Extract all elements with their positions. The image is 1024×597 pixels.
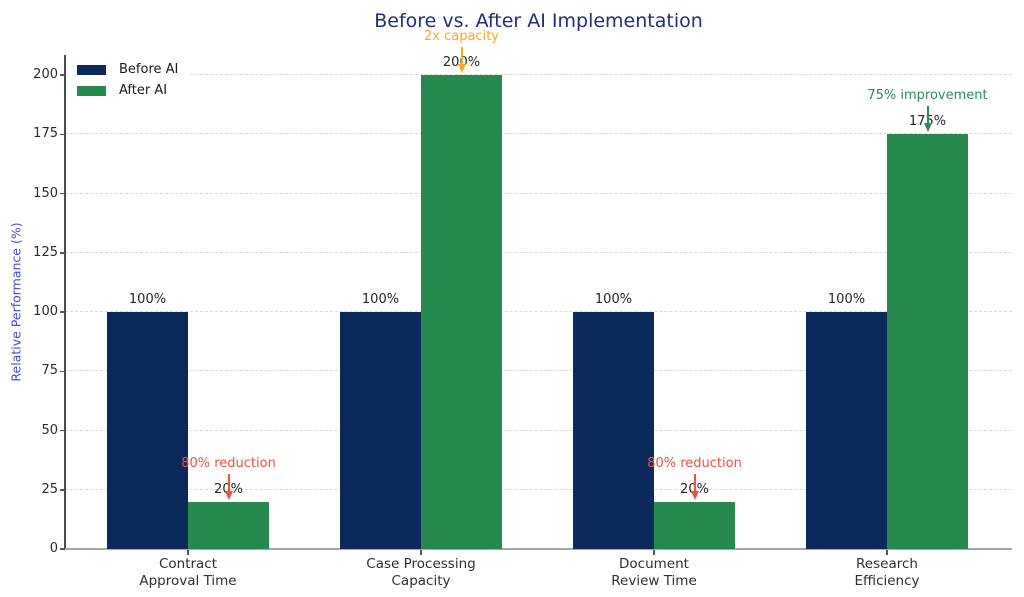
annotation-text: 2x capacity bbox=[424, 29, 499, 44]
arrow-down-icon bbox=[688, 473, 702, 500]
x-tick-mark bbox=[886, 550, 888, 555]
y-tick-mark bbox=[60, 133, 65, 135]
gridline bbox=[65, 488, 1012, 490]
y-axis-label: Relative Performance (%) bbox=[8, 222, 24, 382]
x-tick-mark bbox=[420, 550, 422, 555]
arrow-down-icon bbox=[222, 473, 236, 500]
legend-swatch-icon bbox=[77, 86, 106, 96]
gridline bbox=[65, 429, 1012, 431]
y-tick-label: 200 bbox=[33, 67, 58, 82]
y-tick-label: 100 bbox=[33, 304, 58, 319]
bar-before-ai bbox=[573, 312, 654, 549]
bar-before-ai bbox=[340, 312, 421, 549]
gridline bbox=[65, 74, 1012, 75]
y-axis-line bbox=[64, 55, 66, 549]
gridline bbox=[65, 133, 1012, 135]
y-tick-mark bbox=[60, 429, 65, 432]
x-axis-line bbox=[65, 548, 1012, 550]
arrow-down-icon bbox=[921, 105, 935, 133]
legend-label: After AI bbox=[119, 83, 168, 98]
bar-after-ai bbox=[421, 75, 502, 549]
y-tick-mark bbox=[60, 311, 65, 313]
gridline bbox=[65, 192, 1012, 194]
y-tick-label: 50 bbox=[41, 422, 58, 438]
y-tick-mark bbox=[60, 370, 65, 372]
bar-before-ai bbox=[107, 312, 188, 549]
y-tick-label: 125 bbox=[33, 244, 58, 260]
bar-value-label: 100% bbox=[128, 292, 167, 307]
annotation-text: 80% reduction bbox=[181, 455, 276, 471]
y-tick-mark bbox=[60, 548, 65, 550]
bar-value-label: 100% bbox=[827, 292, 866, 307]
bar-after-ai bbox=[887, 134, 968, 549]
legend-label: Before AI bbox=[119, 62, 179, 77]
y-tick-label: 75 bbox=[41, 363, 58, 379]
bar-value-label: 100% bbox=[594, 292, 633, 307]
bar-value-label: 100% bbox=[361, 292, 400, 307]
x-category-label: Document Review Time bbox=[611, 556, 697, 589]
x-category-label: Contract Approval Time bbox=[139, 556, 237, 589]
annotation-text: 80% reduction bbox=[647, 455, 742, 471]
gridline bbox=[65, 370, 1012, 372]
y-tick-label: 150 bbox=[33, 185, 58, 201]
x-category-label: Research Efficiency bbox=[854, 556, 920, 589]
y-tick-mark bbox=[60, 252, 65, 254]
bar-after-ai bbox=[654, 501, 735, 549]
annotation-text: 75% improvement bbox=[867, 88, 988, 104]
gridline bbox=[65, 251, 1012, 253]
legend-swatch-icon bbox=[77, 65, 106, 75]
y-tick-label: 0 bbox=[49, 541, 58, 556]
chart-title: Before vs. After AI Implementation bbox=[374, 10, 703, 32]
x-category-label: Case Processing Capacity bbox=[366, 556, 476, 589]
x-tick-mark bbox=[187, 550, 189, 555]
y-tick-mark bbox=[60, 74, 65, 76]
legend-item: Before AI bbox=[77, 62, 178, 78]
y-tick-mark bbox=[60, 192, 65, 195]
legend-item: After AI bbox=[77, 83, 178, 99]
y-tick-label: 25 bbox=[41, 481, 58, 497]
bar-after-ai bbox=[188, 501, 269, 549]
arrow-down-icon bbox=[455, 46, 469, 73]
gridline bbox=[65, 311, 1012, 312]
bar-before-ai bbox=[806, 312, 887, 549]
y-tick-mark bbox=[60, 489, 65, 491]
y-tick-label: 175 bbox=[33, 126, 58, 142]
x-tick-mark bbox=[653, 550, 655, 555]
chart-legend: Before AI After AI bbox=[68, 57, 191, 106]
